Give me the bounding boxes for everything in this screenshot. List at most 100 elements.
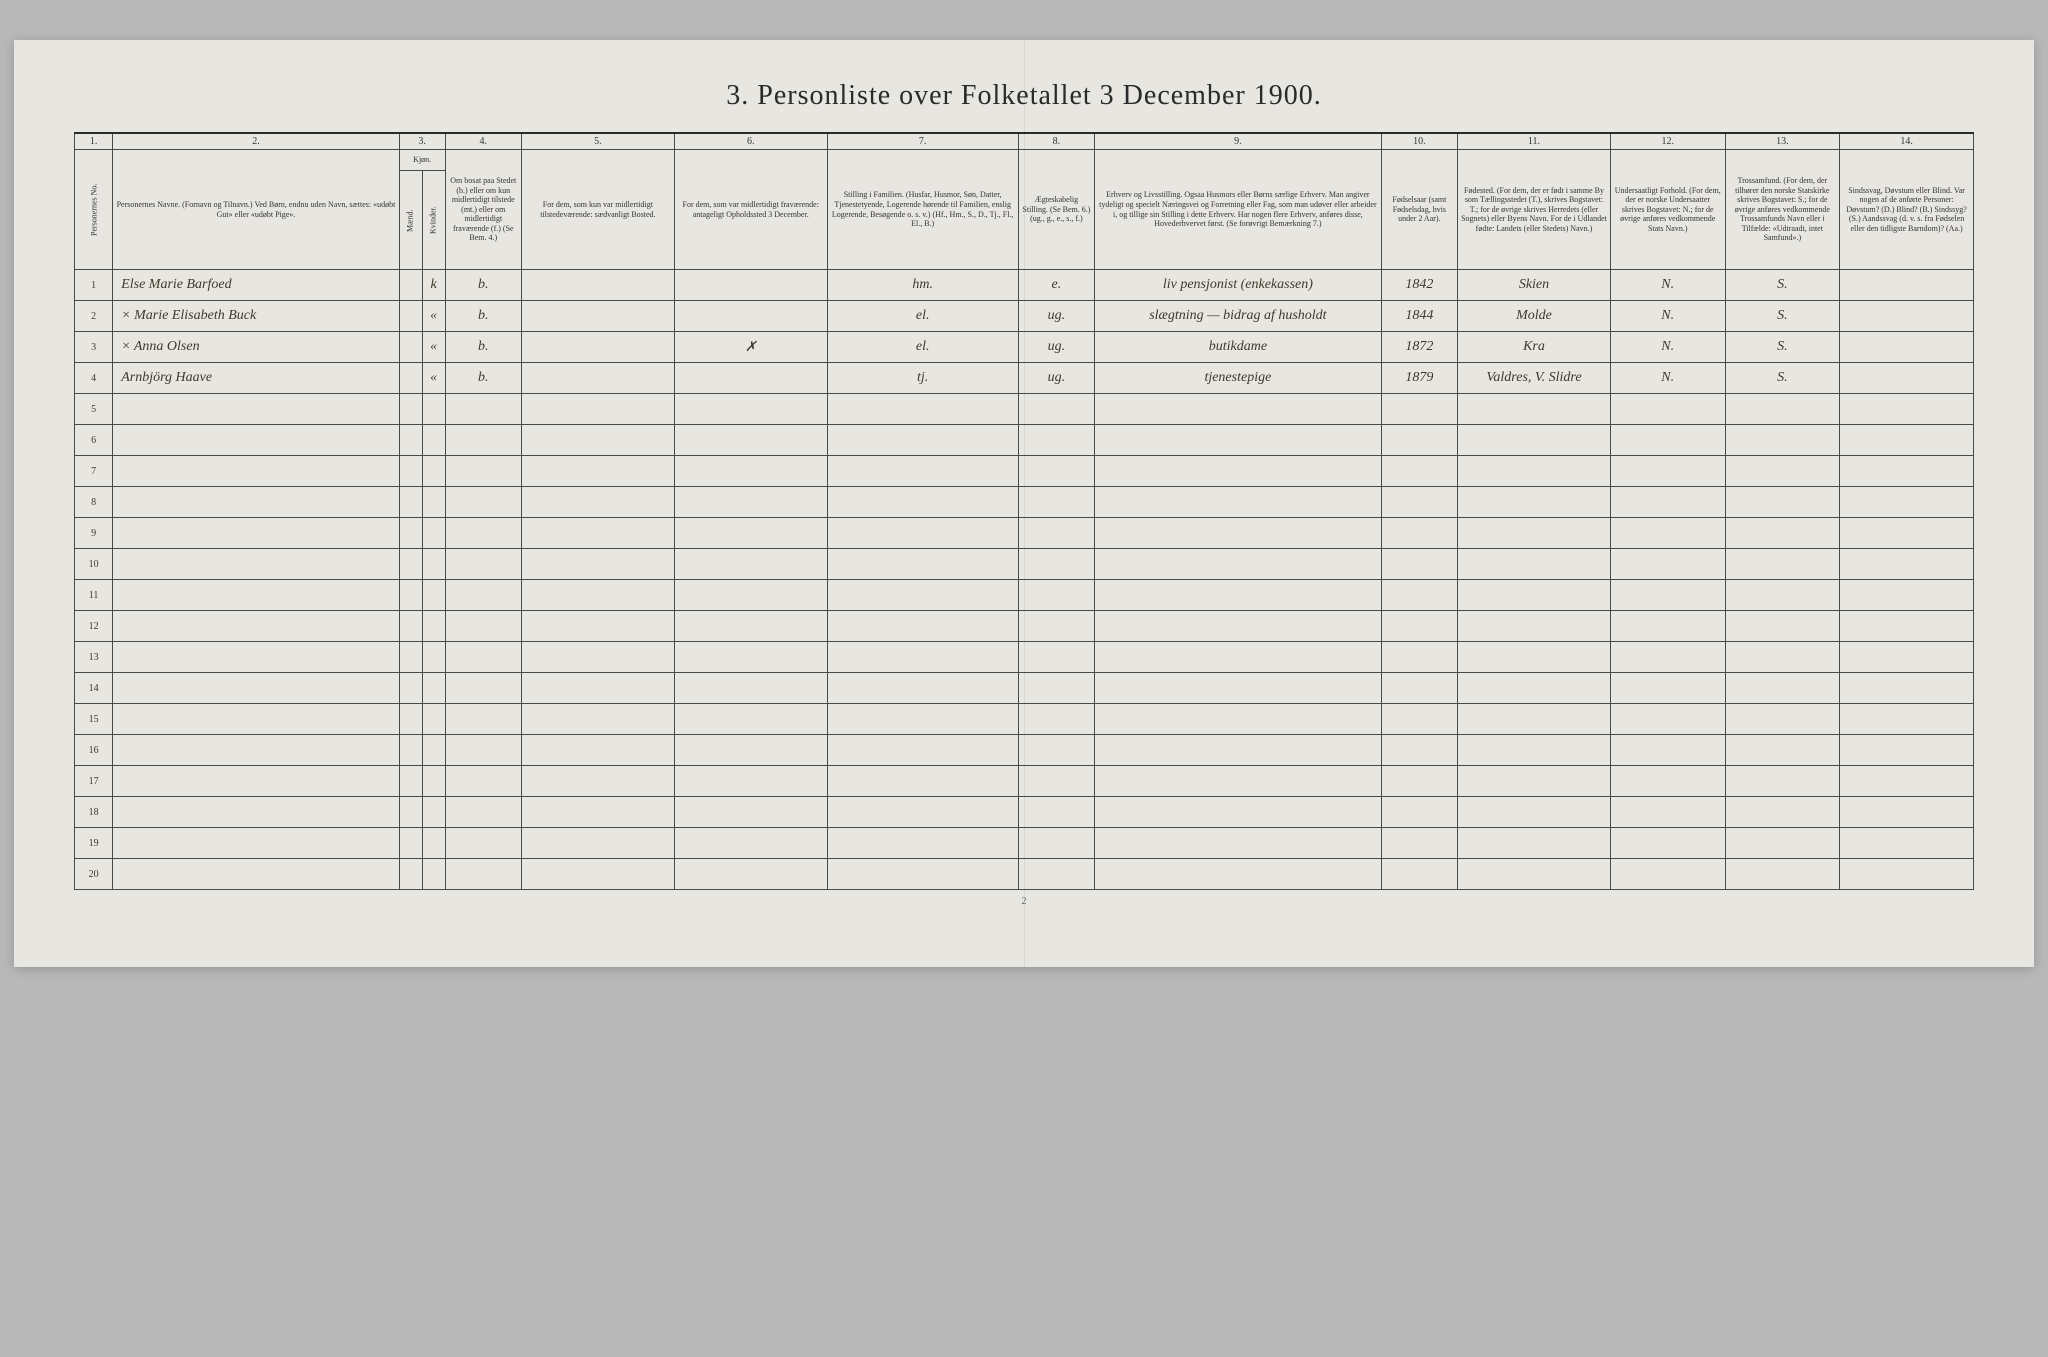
cell-empty (674, 642, 827, 673)
cell-n: 2 (75, 301, 113, 332)
cell-empty (422, 642, 445, 673)
document-page: 3. Personliste over Folketallet 3 Decemb… (14, 40, 2034, 967)
cell-stilling: hm. (827, 270, 1018, 301)
cell-aegte: ug. (1018, 332, 1094, 363)
table-row-empty: 17 (75, 766, 1974, 797)
cell-empty (113, 425, 400, 456)
cell-empty (445, 580, 521, 611)
table-row-empty: 12 (75, 611, 1974, 642)
cell-empty (1095, 859, 1382, 890)
cell-midl (521, 301, 674, 332)
cell-sex_m (399, 363, 422, 394)
cell-empty (1095, 580, 1382, 611)
cell-empty (1840, 704, 1974, 735)
cell-empty (1840, 859, 1974, 890)
cell-frav (674, 363, 827, 394)
cell-stilling: tj. (827, 363, 1018, 394)
cell-empty (1610, 394, 1725, 425)
cell-empty (521, 673, 674, 704)
cell-empty (1018, 549, 1094, 580)
cell-empty (1381, 704, 1457, 735)
cell-empty (674, 394, 827, 425)
cell-empty: 12 (75, 611, 113, 642)
header-name: Personernes Navne. (Fornavn og Tilnavn.)… (113, 150, 400, 270)
cell-empty (1095, 642, 1382, 673)
cell-empty (113, 580, 400, 611)
cell-empty: 5 (75, 394, 113, 425)
cell-empty (113, 704, 400, 735)
page-footer-number: 2 (74, 896, 1974, 907)
cell-name: × Marie Elisabeth Buck (113, 301, 400, 332)
cell-empty (1610, 797, 1725, 828)
table-row-empty: 9 (75, 518, 1974, 549)
table-row-empty: 8 (75, 487, 1974, 518)
header-erhverv: Erhverv og Livsstilling. Ogsaa Husmors e… (1095, 150, 1382, 270)
cell-empty (399, 735, 422, 766)
cell-empty: 7 (75, 456, 113, 487)
cell-empty (1381, 611, 1457, 642)
cell-sex_k: « (422, 332, 445, 363)
cell-name: × Anna Olsen (113, 332, 400, 363)
cell-empty (1840, 518, 1974, 549)
cell-empty (113, 735, 400, 766)
cell-empty (1458, 704, 1611, 735)
cell-empty (1458, 456, 1611, 487)
cell-bosat: b. (445, 301, 521, 332)
cell-empty (1840, 797, 1974, 828)
cell-empty (827, 549, 1018, 580)
table-row-empty: 6 (75, 425, 1974, 456)
cell-empty (1725, 611, 1840, 642)
cell-empty (827, 487, 1018, 518)
cell-empty (422, 487, 445, 518)
cell-empty (113, 642, 400, 673)
header-bosat: Om bosat paa Stedet (b.) eller om kun mi… (445, 150, 521, 270)
cell-empty: 19 (75, 828, 113, 859)
cell-empty (445, 673, 521, 704)
cell-fodested: Kra (1458, 332, 1611, 363)
cell-empty (445, 704, 521, 735)
cell-sex_k: « (422, 363, 445, 394)
cell-empty: 10 (75, 549, 113, 580)
cell-empty (674, 828, 827, 859)
cell-empty (422, 549, 445, 580)
cell-empty (1725, 704, 1840, 735)
cell-empty (521, 611, 674, 642)
colnum-9: 9. (1095, 133, 1382, 150)
cell-n: 1 (75, 270, 113, 301)
cell-empty (1840, 580, 1974, 611)
colnum-12: 12. (1610, 133, 1725, 150)
cell-empty (1725, 797, 1840, 828)
colnum-13: 13. (1725, 133, 1840, 150)
table-row-empty: 14 (75, 673, 1974, 704)
cell-empty (1018, 394, 1094, 425)
cell-empty (399, 394, 422, 425)
cell-sex_k: k (422, 270, 445, 301)
cell-midl (521, 270, 674, 301)
cell-empty (113, 456, 400, 487)
cell-empty (827, 828, 1018, 859)
cell-empty (445, 549, 521, 580)
cell-empty (1840, 425, 1974, 456)
cell-empty (1381, 673, 1457, 704)
cell-empty (674, 456, 827, 487)
cell-empty (399, 673, 422, 704)
cell-sex_m (399, 270, 422, 301)
cell-empty (1610, 487, 1725, 518)
cell-empty (1725, 735, 1840, 766)
cell-sex_m (399, 332, 422, 363)
cell-empty (1381, 580, 1457, 611)
cell-empty (521, 549, 674, 580)
cell-empty (1725, 487, 1840, 518)
cell-empty (399, 611, 422, 642)
cell-empty (827, 704, 1018, 735)
cell-frav (674, 270, 827, 301)
cell-empty (1458, 735, 1611, 766)
table-row-empty: 16 (75, 735, 1974, 766)
cell-empty (1095, 425, 1382, 456)
header-aar: Fødselsaar (samt Fødselsdag, hvis under … (1381, 150, 1457, 270)
cell-empty (1458, 859, 1611, 890)
cell-empty (1840, 487, 1974, 518)
cell-empty (422, 518, 445, 549)
cell-empty (1458, 611, 1611, 642)
cell-empty (399, 766, 422, 797)
